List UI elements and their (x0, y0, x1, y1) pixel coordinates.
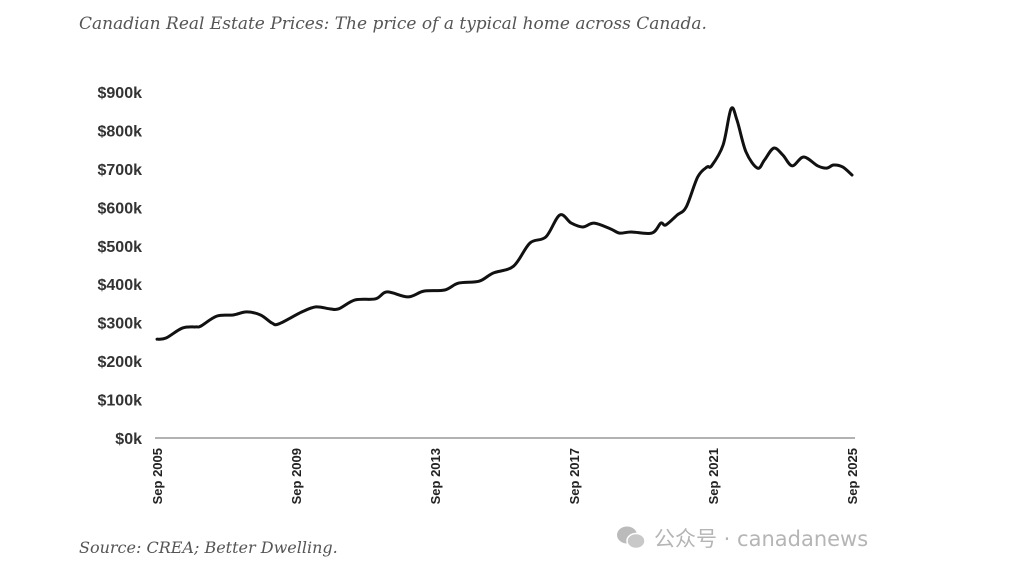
x-tick-label: Sep 2005 (150, 448, 165, 504)
watermark-text: 公众号 · canadanews (654, 527, 869, 551)
y-tick-label: $200k (98, 354, 143, 371)
y-tick-label: $600k (98, 200, 143, 217)
x-tick-label: Sep 2013 (428, 448, 443, 504)
y-tick-label: $800k (98, 123, 143, 140)
y-tick-label: $0k (115, 431, 142, 448)
y-tick-label: $500k (98, 239, 143, 256)
y-tick-label: $400k (98, 277, 143, 294)
x-tick-label: Sep 2009 (289, 448, 304, 504)
y-tick-label: $100k (98, 393, 143, 410)
chart-title: Canadian Real Estate Prices: The price o… (79, 14, 707, 34)
watermark: 公众号 · canadanews (616, 523, 868, 553)
wechat-icon (617, 526, 646, 550)
y-tick-label: $900k (98, 85, 143, 102)
x-tick-label: Sep 2017 (567, 448, 582, 504)
y-tick-label: $300k (98, 316, 143, 333)
y-tick-label: $700k (98, 162, 143, 179)
chart-source: Source: CREA; Better Dwelling. (79, 538, 338, 557)
x-tick-label: Sep 2021 (706, 448, 721, 504)
price-series-line (155, 106, 854, 341)
x-tick-label: Sep 2025 (845, 448, 860, 504)
